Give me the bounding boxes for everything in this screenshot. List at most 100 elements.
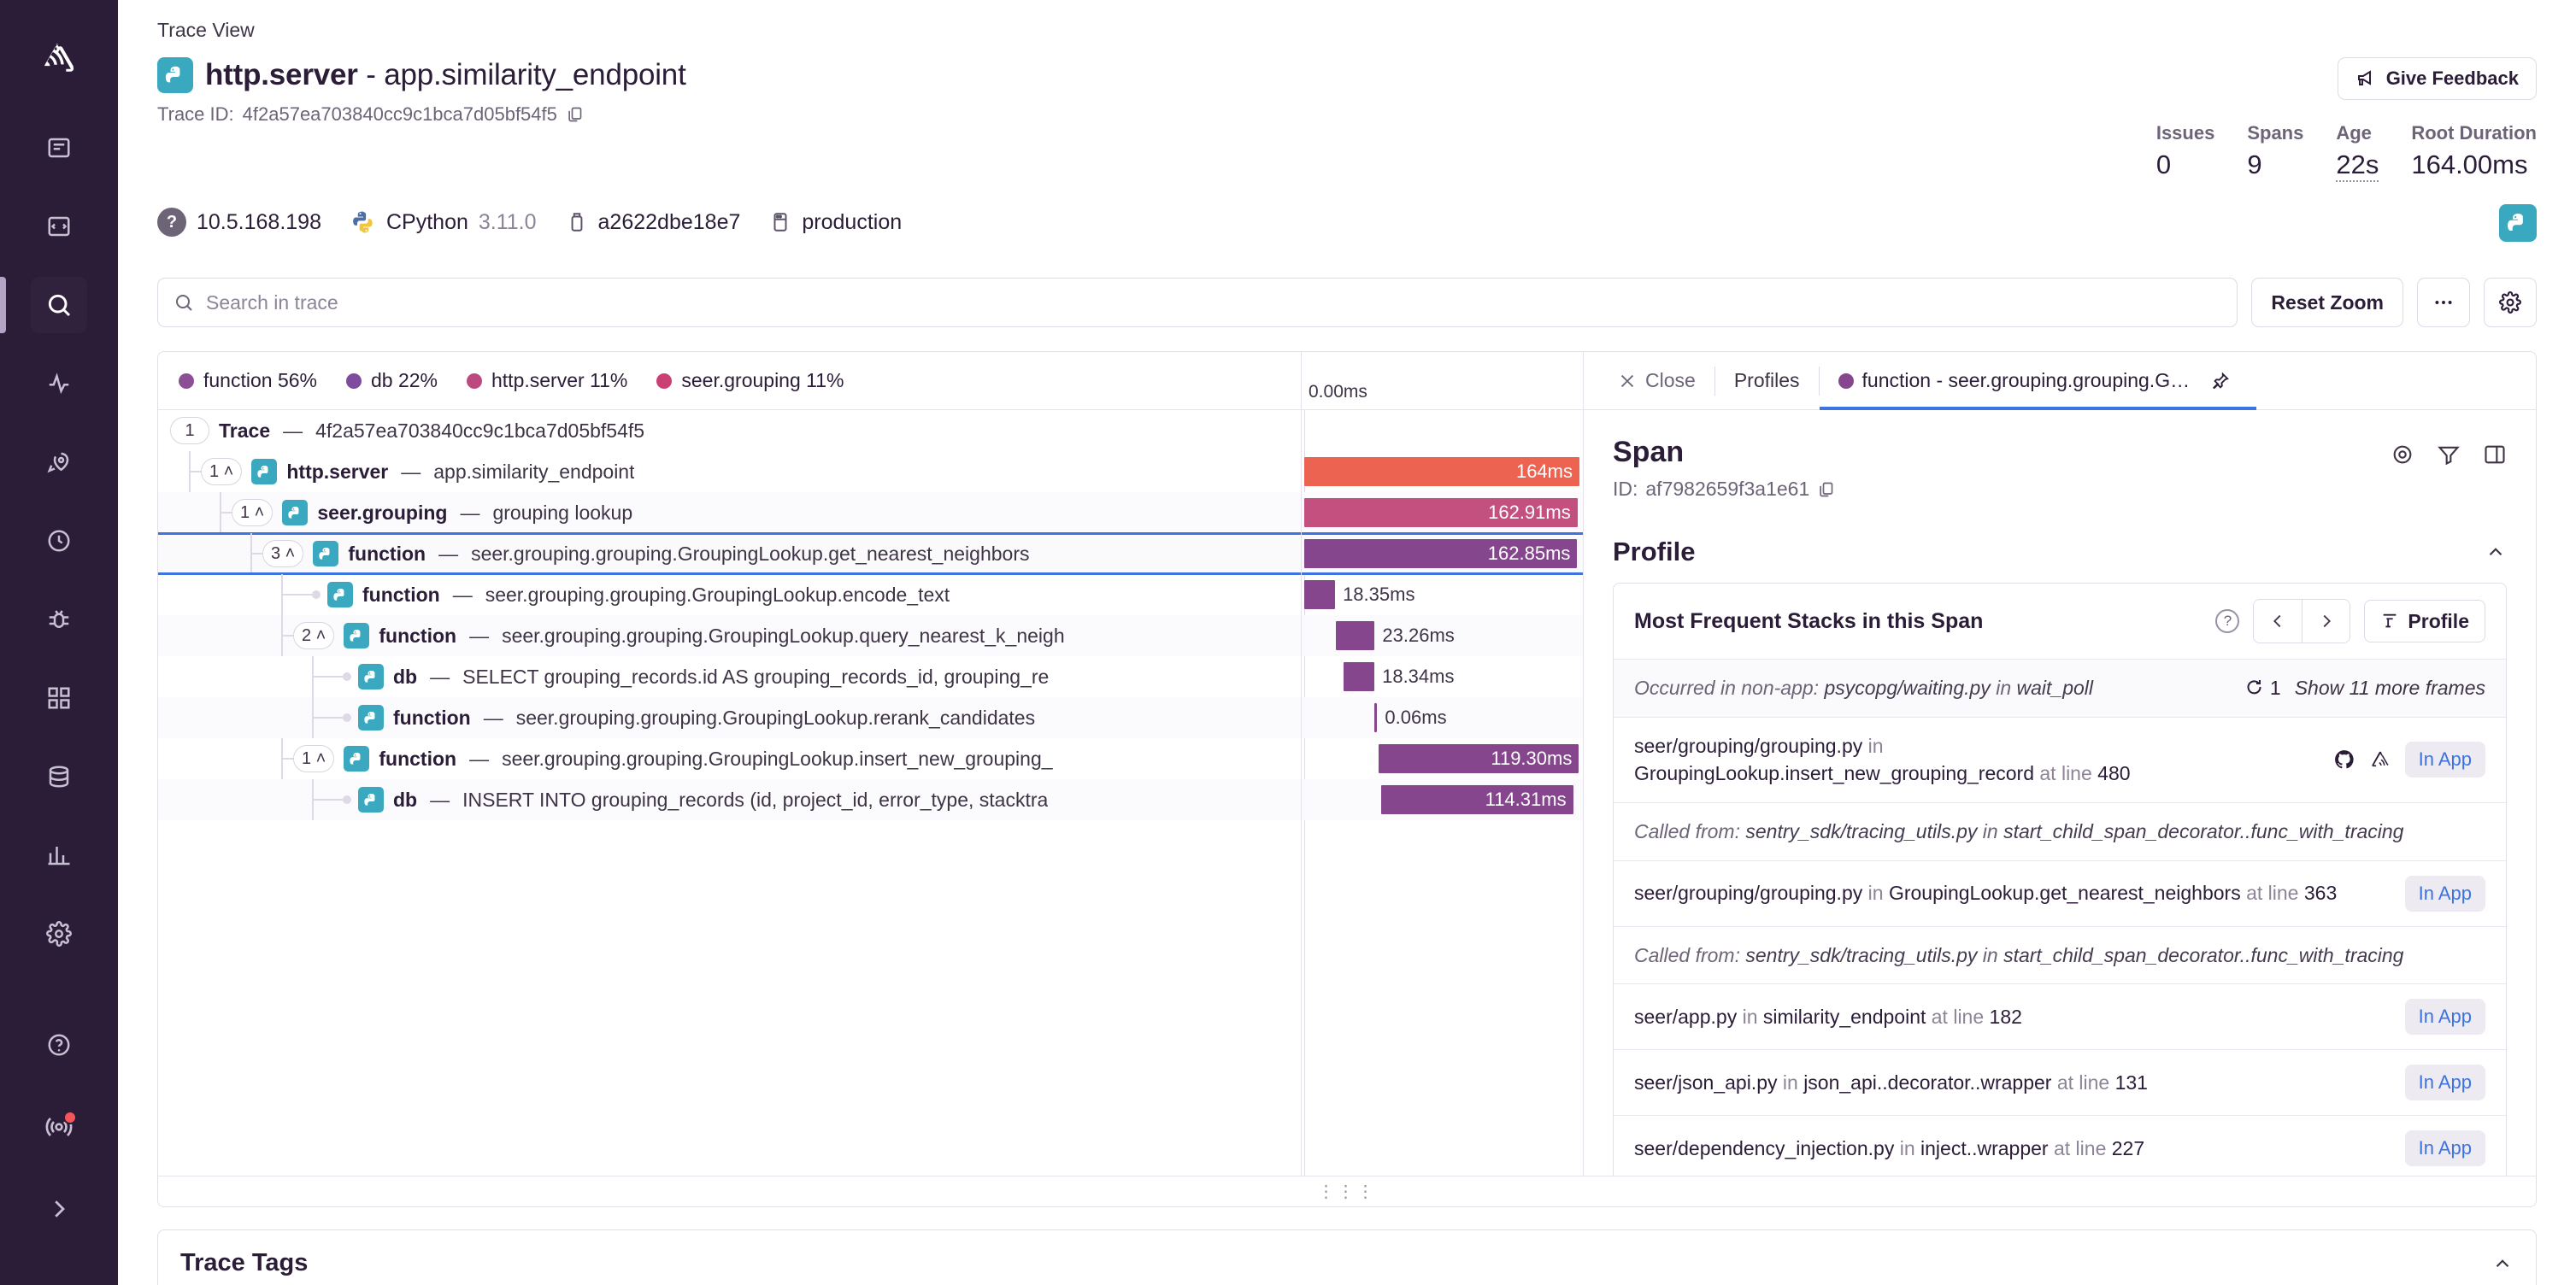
span-duration-bar[interactable]: 164ms (1304, 457, 1579, 486)
drag-handle-icon[interactable]: ⋮⋮⋮ (158, 1176, 2536, 1206)
span-duration-bar[interactable]: 162.85ms (1304, 539, 1578, 568)
stack-frame[interactable]: seer/dependency_injection.py in inject..… (1614, 1116, 2506, 1176)
sidebar-item-issues[interactable] (31, 120, 87, 176)
legend-item-db[interactable]: db 22% (345, 369, 438, 392)
open-profile-button[interactable]: Profile (2364, 600, 2485, 642)
timeline-bar-row[interactable]: 18.35ms (1302, 574, 1583, 615)
sidebar-item-explore[interactable] (31, 277, 87, 333)
sidebar-item-crons[interactable] (31, 591, 87, 648)
gear-icon[interactable] (2484, 278, 2537, 327)
sidebar-item-insights[interactable] (31, 355, 87, 412)
close-button[interactable]: Close (1599, 352, 1714, 410)
span-dash: — (438, 542, 459, 565)
breadcrumb[interactable]: Trace View (157, 19, 255, 41)
span-tree-row[interactable]: function — seer.grouping.grouping.Grouping… (158, 697, 1301, 738)
timeline-bar-row[interactable]: 0.06ms (1302, 697, 1583, 738)
span-child-count-chip[interactable]: 1 (170, 417, 209, 444)
chevron-up-icon[interactable] (2491, 1253, 2514, 1275)
tab-span-function[interactable]: function - seer.grouping.grouping.G… (1819, 352, 2257, 410)
timeline-bar-row[interactable]: 18.34ms (1302, 656, 1583, 697)
meta-item-environment[interactable]: production (769, 210, 902, 235)
copy-icon[interactable] (1817, 481, 1834, 498)
sidebar-item-releases[interactable] (31, 748, 87, 805)
target-icon[interactable] (2391, 443, 2414, 466)
pin-icon[interactable] (2203, 363, 2238, 398)
span-tree-row[interactable]: db — SELECT grouping_records.id AS groupin… (158, 656, 1301, 697)
timeline-bar-row[interactable]: 164ms (1302, 451, 1583, 492)
span-duration-bar[interactable]: 18.35ms (1304, 580, 1414, 609)
span-tree-row[interactable]: function — seer.grouping.grouping.Grouping… (158, 574, 1301, 615)
github-icon[interactable] (2333, 748, 2355, 771)
timeline-column: 0.00ms 164ms 162.91ms 162.85ms 18.35ms 23.26… (1302, 352, 1584, 1176)
chevron-left-icon[interactable] (2254, 600, 2303, 642)
span-tree-row[interactable]: 3 ˄ function — seer.grouping.grouping.Group… (158, 532, 1301, 575)
trace-tags-section[interactable]: Trace Tags (157, 1229, 2537, 1285)
sidebar-item-dashboards[interactable] (31, 670, 87, 726)
span-child-count-chip[interactable]: 2 ˄ (293, 622, 335, 649)
timeline-bar-row[interactable]: 162.85ms (1302, 532, 1583, 575)
span-tree-row[interactable]: 2 ˄ function — seer.grouping.grouping.Group… (158, 615, 1301, 656)
span-tree-row[interactable]: 1 ˄ seer.grouping — grouping lookup (158, 492, 1301, 533)
meta-environment-value: production (802, 209, 903, 234)
tab-profiles[interactable]: Profiles (1733, 369, 1800, 391)
meta-item-ip[interactable]: ? 10.5.168.198 (157, 208, 321, 237)
sentry-icon[interactable] (2369, 748, 2391, 771)
legend-item-function[interactable]: function 56% (179, 369, 317, 392)
chevron-right-icon[interactable] (2302, 600, 2350, 642)
span-child-count-chip[interactable]: 1 ˄ (201, 458, 243, 485)
copy-icon[interactable] (566, 106, 583, 123)
show-more-frames-link[interactable]: Show 11 more frames (2294, 676, 2485, 699)
search-bar[interactable] (157, 278, 2238, 327)
span-duration-bar[interactable]: 162.91ms (1304, 498, 1578, 527)
broadcast-icon[interactable] (31, 1099, 87, 1155)
span-tree-row[interactable]: 1 ˄ http.server — app.similarity_endpoint (158, 451, 1301, 492)
span-child-count-chip[interactable]: 1 ˄ (293, 745, 335, 772)
span-tree-row[interactable]: db — INSERT INTO grouping_records (id, pro… (158, 779, 1301, 820)
filter-icon[interactable] (2437, 443, 2461, 466)
legend-item-seer-grouping[interactable]: seer.grouping 11% (656, 369, 844, 392)
chevron-right-icon[interactable] (31, 1181, 87, 1237)
tree-connector-knob (343, 713, 351, 722)
stat-age-value[interactable]: 22s (2336, 150, 2379, 182)
stack-frame[interactable]: seer/grouping/grouping.py in GroupingLook… (1614, 718, 2506, 803)
question-circle-icon[interactable] (31, 1017, 87, 1073)
trace-main: function 56% db 22% http.server 11% (158, 352, 2536, 1176)
legend-dot (179, 373, 194, 389)
meta-item-commit[interactable]: a2622dbe18e7 (566, 210, 740, 235)
span-child-count-chip[interactable]: 3 ˄ (262, 540, 304, 567)
span-dash: — (469, 624, 490, 647)
reset-zoom-button[interactable]: Reset Zoom (2251, 278, 2403, 327)
stack-frame-occurrence[interactable]: Occurred in non-app: psycopg/waiting.py … (1614, 660, 2506, 718)
timeline-bar-row[interactable]: 114.31ms (1302, 779, 1583, 820)
span-duration-bar[interactable]: 18.34ms (1344, 662, 1454, 691)
search-input[interactable] (206, 290, 2222, 314)
sidebar-item-dashboards-rocket[interactable] (31, 434, 87, 490)
span-duration-bar[interactable]: 119.30ms (1378, 744, 1579, 773)
timeline-bar-row[interactable]: 23.26ms (1302, 615, 1583, 656)
sidebar-item-settings[interactable] (31, 906, 87, 962)
legend-item-http-server[interactable]: http.server 11% (467, 369, 627, 392)
chevron-up-icon[interactable] (2485, 541, 2507, 563)
panel-icon[interactable] (2483, 443, 2507, 466)
stack-frame[interactable]: seer/grouping/grouping.py in GroupingLoo… (1614, 861, 2506, 927)
sentry-logo-icon[interactable] (34, 32, 84, 82)
span-child-count-chip[interactable]: 1 ˄ (232, 499, 273, 526)
meta-item-runtime[interactable]: CPython 3.11.0 (350, 209, 537, 235)
stack-frame[interactable]: seer/app.py in similarity_endpoint at li… (1614, 984, 2506, 1051)
span-tree-row[interactable]: 1 Trace — 4f2a57ea703840cc9c1bca7d05bf54f5 (158, 410, 1301, 451)
timeline-bar-row[interactable]: 162.91ms (1302, 492, 1583, 533)
stack-frame[interactable]: seer/json_api.py in json_api..decorator.… (1614, 1050, 2506, 1117)
span-duration-bar[interactable]: 0.06ms (1374, 703, 1447, 732)
span-duration-bar[interactable]: 114.31ms (1381, 785, 1573, 814)
sidebar-item-stats[interactable] (31, 827, 87, 883)
span-tree-row[interactable]: 1 ˄ function — seer.grouping.grouping.Group… (158, 738, 1301, 779)
sidebar-item-performance[interactable] (31, 513, 87, 569)
question-circle-icon[interactable]: ? (2215, 609, 2240, 633)
sidebar-item-projects[interactable] (31, 198, 87, 255)
timeline-bar-row[interactable] (1302, 410, 1583, 451)
give-feedback-button[interactable]: Give Feedback (2337, 57, 2537, 100)
span-duration-bar[interactable]: 23.26ms (1335, 621, 1455, 650)
timeline-bar-row[interactable]: 119.30ms (1302, 738, 1583, 779)
ellipsis-icon[interactable] (2417, 278, 2470, 327)
in-app-badge: In App (2404, 742, 2485, 778)
